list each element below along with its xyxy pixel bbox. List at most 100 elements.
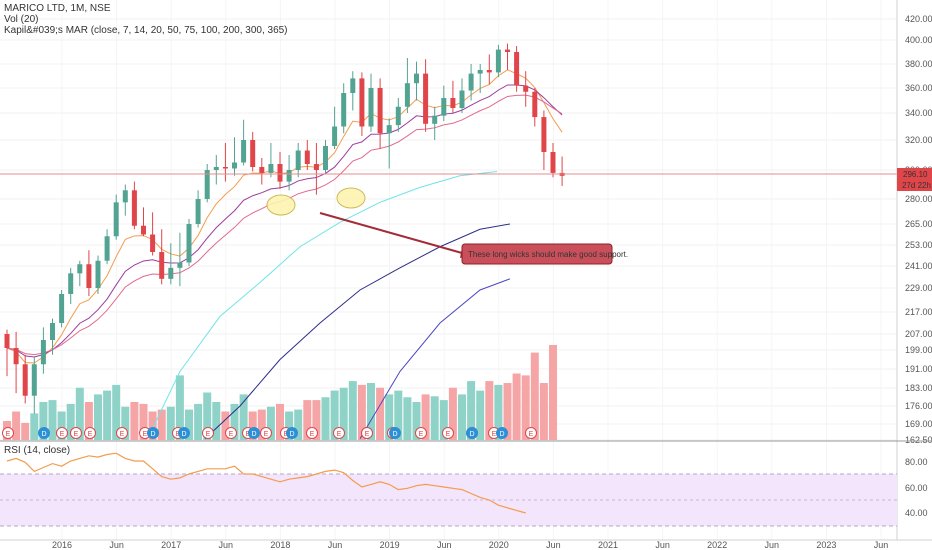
earnings-marker[interactable] xyxy=(260,427,272,439)
earnings-marker[interactable] xyxy=(2,427,14,439)
volume-bar xyxy=(485,381,494,440)
price-tick: 207.00 xyxy=(905,329,932,339)
time-tick: 2020 xyxy=(489,540,509,550)
candle-body xyxy=(423,73,429,124)
event-marker-label: E xyxy=(60,431,65,438)
event-marker-label: D xyxy=(289,431,294,438)
candle-body xyxy=(486,70,492,73)
price-badge xyxy=(897,168,932,180)
volume-bar xyxy=(185,409,193,440)
dividend-marker[interactable] xyxy=(248,427,260,439)
candle-body xyxy=(404,83,410,107)
earnings-marker[interactable] xyxy=(202,427,214,439)
candle-body xyxy=(131,190,137,226)
rsi-tick-60: 60.00 xyxy=(905,483,928,493)
volume-bar xyxy=(448,387,457,440)
volume-bar xyxy=(75,387,84,440)
ema-50-line xyxy=(149,170,498,435)
volume-bar xyxy=(39,402,48,440)
candle-body xyxy=(350,78,356,93)
earnings-marker[interactable] xyxy=(333,427,345,439)
dividend-marker[interactable] xyxy=(466,427,478,439)
countdown-text: 27d 22h xyxy=(902,181,931,190)
candle-body xyxy=(341,93,347,127)
candle-body xyxy=(459,90,465,108)
countdown-badge xyxy=(897,180,932,191)
price-tick: 241.00 xyxy=(905,261,932,271)
volume-bar xyxy=(21,422,30,440)
volume-bar xyxy=(339,387,348,440)
volume-bar xyxy=(12,411,21,440)
candle-body xyxy=(441,98,447,116)
earnings-marker[interactable] xyxy=(306,427,318,439)
earnings-marker[interactable] xyxy=(84,427,96,439)
price-tick: 420.00 xyxy=(905,14,932,24)
dividend-marker[interactable] xyxy=(38,427,50,439)
earnings-marker[interactable] xyxy=(361,427,373,439)
ema-100-line xyxy=(204,223,511,440)
candle-body xyxy=(104,236,110,261)
price-tick: 253.00 xyxy=(905,240,932,250)
candle-body xyxy=(159,252,165,279)
candle-body xyxy=(386,125,392,134)
earnings-marker[interactable] xyxy=(70,427,82,439)
candle-body xyxy=(250,140,256,167)
candle-body xyxy=(222,167,228,169)
volume-bar xyxy=(157,409,166,440)
candle-body xyxy=(277,164,283,182)
event-marker-label: D xyxy=(181,431,186,438)
dividend-marker[interactable] xyxy=(147,427,159,439)
annotation-callout[interactable] xyxy=(461,243,613,265)
earnings-marker[interactable] xyxy=(525,427,537,439)
earnings-marker[interactable] xyxy=(225,427,237,439)
event-marker-label: E xyxy=(229,431,234,438)
time-tick: Jun xyxy=(874,540,889,550)
volume-bar xyxy=(230,403,239,440)
volume-bar xyxy=(285,411,294,440)
time-tick: 2016 xyxy=(52,540,72,550)
candle-body xyxy=(514,52,520,86)
volume-bar xyxy=(394,390,403,440)
event-marker-label: E xyxy=(529,431,534,438)
volume-bar xyxy=(539,383,548,440)
candle-body xyxy=(4,334,10,348)
rsi-tick-40: 40.00 xyxy=(905,508,928,518)
dividend-marker[interactable] xyxy=(286,427,298,439)
mar-indicator-label: Kapil&#039;s MAR (close, 7, 14, 20, 50, … xyxy=(4,25,288,36)
candle-body xyxy=(505,49,510,52)
candle-body xyxy=(523,85,529,92)
volume-bar xyxy=(530,352,539,440)
candle-body xyxy=(541,117,547,152)
symbol-title: MARICO LTD, 1M, NSE xyxy=(4,3,111,14)
volume-bar xyxy=(84,402,93,440)
earnings-marker[interactable] xyxy=(415,427,427,439)
candles xyxy=(4,43,565,414)
event-marker-label: E xyxy=(284,431,289,438)
price-tick: 191.00 xyxy=(905,364,932,374)
dividend-marker[interactable] xyxy=(178,427,190,439)
earnings-marker[interactable] xyxy=(56,427,68,439)
price-tick: 229.00 xyxy=(905,283,932,293)
volume-bar xyxy=(312,400,321,440)
price-tick: 183.00 xyxy=(905,383,932,393)
time-tick: Jun xyxy=(546,540,561,550)
dividend-marker[interactable] xyxy=(389,427,401,439)
time-tick: Jun xyxy=(109,540,124,550)
price-tick: 360.00 xyxy=(905,83,932,93)
earnings-marker[interactable] xyxy=(116,427,128,439)
candle-body xyxy=(22,364,28,396)
earnings-marker[interactable] xyxy=(442,427,454,439)
candle-body xyxy=(68,273,74,294)
candle-body xyxy=(186,224,192,263)
dividend-marker[interactable] xyxy=(496,427,508,439)
candle-body xyxy=(195,199,201,224)
candle-body xyxy=(259,167,265,173)
volume-bar xyxy=(175,375,184,440)
volume-bar xyxy=(367,383,375,440)
event-marker-label: E xyxy=(120,431,125,438)
rsi-band xyxy=(0,474,897,526)
candle-body xyxy=(468,73,474,91)
volume-bar xyxy=(66,403,75,440)
event-marker-label: E xyxy=(88,431,93,438)
